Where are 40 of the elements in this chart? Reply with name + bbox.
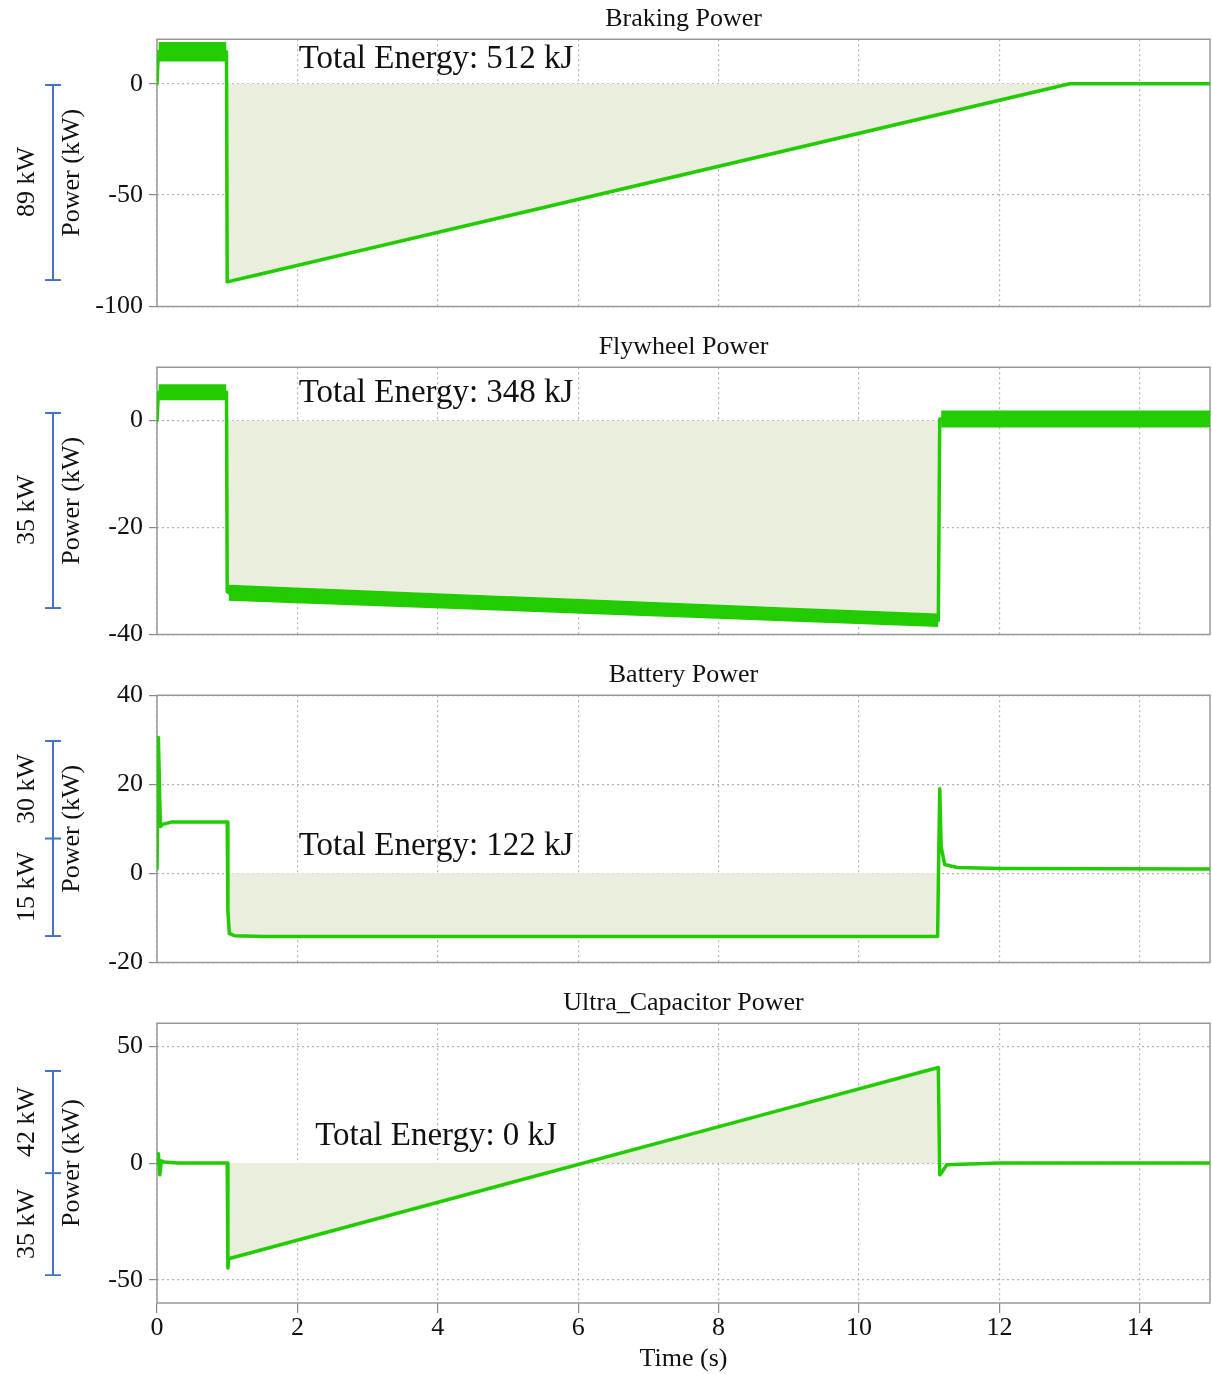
chart-title: Ultra_Capacitor Power (563, 987, 805, 1017)
text: 89 kW (11, 147, 40, 218)
y-axis-title: Power (kW) (56, 436, 86, 565)
text: 42 kW (11, 1086, 40, 1157)
y-tick-label: 40 (117, 679, 143, 709)
text: 35 kW (11, 1188, 40, 1259)
y-axis-title: Power (kW) (56, 108, 86, 237)
y-tick-label: 20 (117, 768, 143, 798)
text: 15 kW (11, 851, 40, 922)
y-tick-label: 0 (130, 1146, 143, 1176)
chart-title: Flywheel Power (598, 331, 769, 361)
y-tick-label: 50 (117, 1030, 143, 1060)
x-tick-label: 14 (1126, 1312, 1153, 1342)
y-tick-label: 0 (130, 67, 143, 97)
chart-title: Braking Power (605, 3, 763, 33)
x-tick-label: 12 (986, 1312, 1013, 1342)
annotation: Total Energy: 348 kJ (298, 373, 574, 410)
x-tick-label: 2 (290, 1312, 304, 1342)
y-axis-title: Power (kW) (56, 764, 86, 893)
x-tick-label: 0 (150, 1312, 164, 1342)
y-tick-label: 0 (130, 404, 143, 434)
y-tick-label: -50 (108, 1263, 143, 1293)
text: 35 kW (11, 475, 40, 546)
y-tick-label: -40 (108, 618, 143, 648)
y-tick-label: -50 (108, 178, 143, 208)
annotation: Total Energy: 512 kJ (298, 38, 574, 75)
x-tick-label: 6 (571, 1312, 585, 1342)
y-tick-label: 0 (130, 857, 143, 887)
x-tick-label: 10 (846, 1312, 872, 1342)
y-tick-label: -20 (108, 946, 143, 976)
y-tick-label: -100 (95, 290, 143, 320)
y-tick-label: -20 (108, 511, 143, 541)
chart-title: Battery Power (608, 659, 759, 689)
annotation: Total Energy: 0 kJ (315, 1115, 558, 1152)
x-tick-label: 8 (712, 1312, 726, 1342)
x-axis-title: Time (s) (639, 1343, 728, 1373)
annotation: Total Energy: 122 kJ (298, 826, 574, 863)
text: 30 kW (11, 754, 40, 825)
y-axis-title: Power (kW) (56, 1099, 86, 1227)
x-tick-label: 4 (431, 1312, 445, 1342)
